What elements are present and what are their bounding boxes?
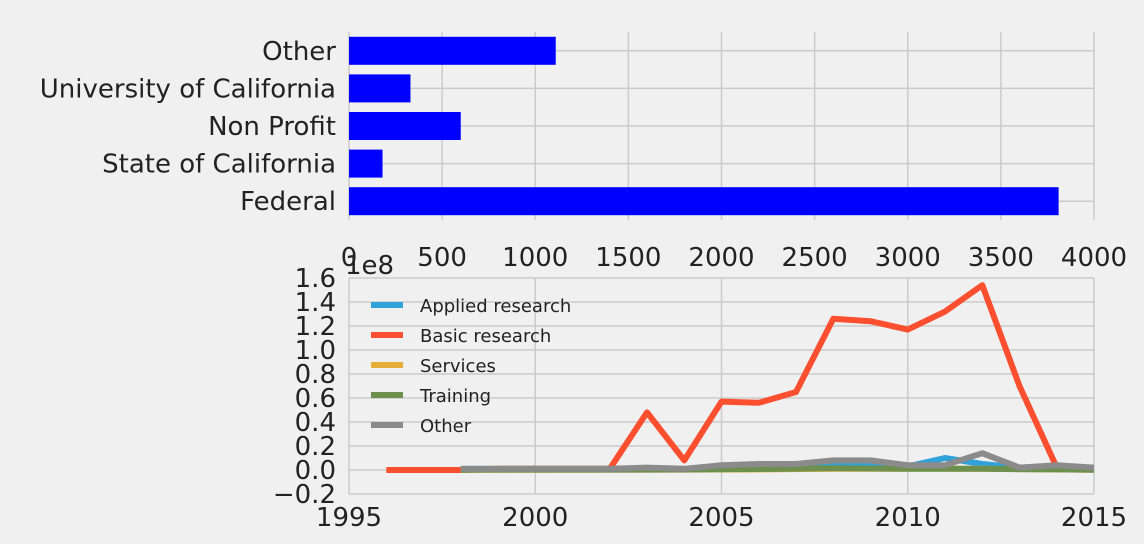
bar-x-tick-label: 1000 bbox=[502, 243, 568, 273]
bar-x-tick-label: 4000 bbox=[1061, 243, 1127, 273]
legend-label: Basic research bbox=[420, 326, 551, 347]
bar bbox=[349, 187, 1059, 216]
line-y-tick-label: 0.8 bbox=[295, 360, 336, 390]
bar bbox=[349, 36, 556, 65]
line-y-tick-label: 1.4 bbox=[295, 288, 336, 318]
line-chart: −0.20.00.20.40.60.81.01.21.41.6 1995 2000 2… bbox=[273, 251, 1127, 533]
bar bbox=[349, 112, 461, 140]
series-line bbox=[460, 450, 1094, 472]
line-y-tick-label: −0.2 bbox=[273, 480, 336, 510]
bar-x-tick-label: 1500 bbox=[595, 243, 661, 273]
bar-category-label: State of California bbox=[102, 150, 336, 180]
bar-x-tick-label: 3000 bbox=[875, 243, 941, 273]
bar-x-tick-label: 2000 bbox=[688, 243, 754, 273]
legend-label: Other bbox=[420, 416, 472, 437]
line-y-tick-label: 0.2 bbox=[295, 432, 336, 462]
line-y-tick-label: 0.4 bbox=[295, 408, 336, 438]
bar bbox=[349, 74, 411, 103]
line-x-tick-label: 2010 bbox=[875, 503, 941, 533]
bar-category-label: Non Profit bbox=[208, 112, 336, 142]
legend-label: Training bbox=[419, 386, 491, 407]
bar-category-label: University of California bbox=[40, 74, 336, 104]
legend-label: Services bbox=[420, 356, 496, 377]
legend: Applied research Basic research Services Tr… bbox=[371, 296, 571, 437]
bar bbox=[349, 149, 383, 178]
bar-x-tick-label: 0 bbox=[341, 243, 358, 273]
line-x-tick-label: 2000 bbox=[502, 503, 568, 533]
line-y-tick-label: 0.6 bbox=[295, 384, 336, 414]
line-y-tick-label: 1.2 bbox=[295, 312, 336, 342]
bar-category-label: Federal bbox=[240, 187, 336, 217]
line-y-tick-label: 1.0 bbox=[295, 336, 336, 366]
line-x-tick-label: 2015 bbox=[1061, 503, 1127, 533]
bar-x-tick-label: 2500 bbox=[782, 243, 848, 273]
line-x-tick-label: 1995 bbox=[316, 503, 382, 533]
y-offset-label: 1e8 bbox=[345, 251, 394, 281]
line-y-tick-label: 0.0 bbox=[295, 456, 336, 486]
line-x-tick-label: 2005 bbox=[688, 503, 754, 533]
bar-x-tick-label: 500 bbox=[417, 243, 467, 273]
bar-category-label: Other bbox=[262, 37, 336, 67]
legend-label: Applied research bbox=[420, 296, 571, 317]
line-series-group bbox=[386, 282, 1094, 473]
bar-chart: Federal State of California Non Profit Univ… bbox=[40, 32, 1127, 273]
bar-x-tick-label: 3500 bbox=[968, 243, 1034, 273]
line-y-tick-label: 1.6 bbox=[295, 264, 336, 294]
